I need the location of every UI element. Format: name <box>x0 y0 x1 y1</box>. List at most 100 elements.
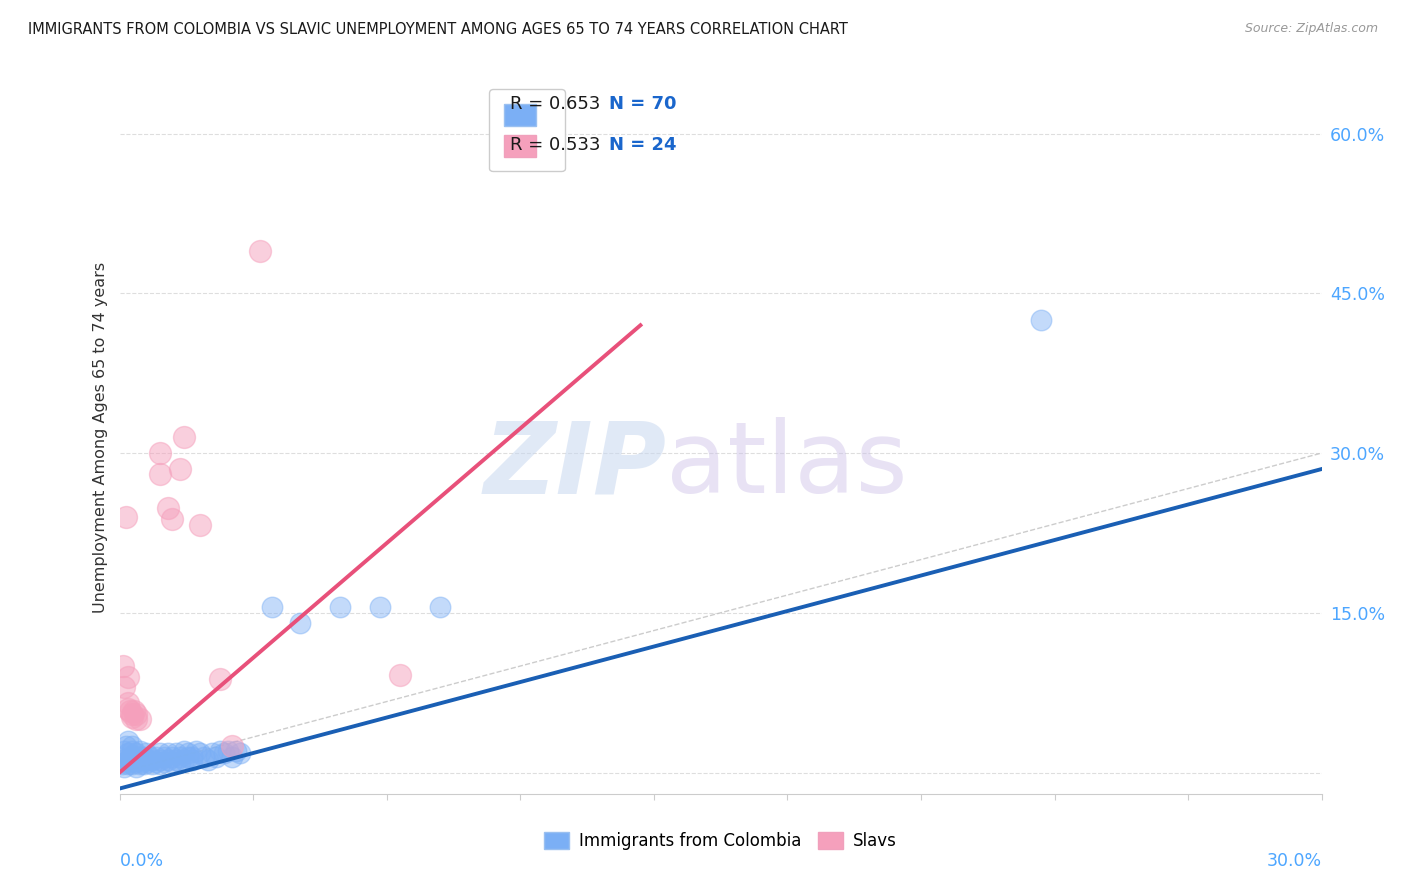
Point <box>188 747 211 761</box>
Point <box>127 753 149 767</box>
Text: Source: ZipAtlas.com: Source: ZipAtlas.com <box>1244 22 1378 36</box>
Point <box>138 749 160 764</box>
Point <box>221 739 243 753</box>
Point <box>131 755 153 769</box>
Point <box>169 755 191 769</box>
Point <box>110 757 132 772</box>
Text: N = 24: N = 24 <box>609 136 676 153</box>
Y-axis label: Unemployment Among Ages 65 to 74 years: Unemployment Among Ages 65 to 74 years <box>93 261 108 613</box>
Point <box>260 600 283 615</box>
Point <box>193 749 215 764</box>
Point <box>128 757 150 772</box>
Point <box>141 757 163 772</box>
Point <box>128 744 150 758</box>
Point <box>221 749 243 764</box>
Point <box>149 446 172 460</box>
Text: 0.0%: 0.0% <box>120 853 163 871</box>
Point <box>149 467 172 482</box>
Point <box>122 753 145 767</box>
Point <box>225 744 247 758</box>
Point <box>122 704 145 718</box>
Point <box>156 501 179 516</box>
Point <box>128 749 150 764</box>
Point <box>149 747 172 761</box>
Point <box>329 600 352 615</box>
Point <box>114 755 136 769</box>
Point <box>132 749 155 764</box>
Point <box>169 462 191 476</box>
Point <box>124 747 146 761</box>
Point <box>208 744 231 758</box>
Point <box>180 749 202 764</box>
Point <box>112 681 135 695</box>
Point <box>188 518 211 533</box>
Text: ZIP: ZIP <box>484 417 666 514</box>
Point <box>368 600 391 615</box>
Point <box>173 744 195 758</box>
Point <box>212 747 235 761</box>
Point <box>118 704 141 718</box>
Legend: Immigrants from Colombia, Slavs: Immigrants from Colombia, Slavs <box>537 825 904 857</box>
Point <box>132 757 155 772</box>
Point <box>114 739 136 753</box>
Text: IMMIGRANTS FROM COLOMBIA VS SLAVIC UNEMPLOYMENT AMONG AGES 65 TO 74 YEARS CORREL: IMMIGRANTS FROM COLOMBIA VS SLAVIC UNEMP… <box>28 22 848 37</box>
Point <box>112 760 135 774</box>
Point <box>128 712 150 726</box>
Point <box>111 753 134 767</box>
Point <box>165 747 187 761</box>
Point <box>117 670 139 684</box>
Point <box>160 512 183 526</box>
Point <box>118 749 141 764</box>
Point <box>112 744 135 758</box>
Point <box>152 749 174 764</box>
Point <box>117 757 139 772</box>
Point <box>160 755 183 769</box>
Point <box>152 755 174 769</box>
Point <box>197 753 219 767</box>
Point <box>117 747 139 761</box>
Point <box>149 753 172 767</box>
Text: atlas: atlas <box>666 417 908 514</box>
Point <box>217 744 239 758</box>
Point <box>429 600 451 615</box>
Point <box>111 659 134 673</box>
Point <box>136 755 159 769</box>
Point <box>173 430 195 444</box>
Point <box>117 701 139 715</box>
Point <box>117 733 139 747</box>
Point <box>141 753 163 767</box>
Point <box>249 244 271 258</box>
Text: N = 70: N = 70 <box>609 95 676 112</box>
Point <box>173 753 195 767</box>
Point <box>121 710 143 724</box>
Point <box>124 706 146 721</box>
Point <box>184 744 207 758</box>
Point <box>208 672 231 686</box>
Point <box>135 747 157 761</box>
Point <box>149 757 172 772</box>
Point <box>169 749 191 764</box>
Point <box>165 753 187 767</box>
Point <box>121 739 143 753</box>
Point <box>124 760 146 774</box>
Point <box>114 510 136 524</box>
Point <box>228 747 252 761</box>
Point <box>176 749 198 764</box>
Point <box>180 753 202 767</box>
Point <box>204 749 226 764</box>
Point <box>121 744 143 758</box>
Point <box>288 616 311 631</box>
Point <box>124 712 146 726</box>
Point <box>124 755 146 769</box>
Point <box>201 747 224 761</box>
Point <box>156 753 179 767</box>
Point <box>117 697 139 711</box>
Text: R = 0.533: R = 0.533 <box>510 136 600 153</box>
Point <box>1029 313 1052 327</box>
Point <box>176 747 198 761</box>
Point <box>388 667 412 681</box>
Point <box>145 749 167 764</box>
Text: 30.0%: 30.0% <box>1267 853 1322 871</box>
Text: R = 0.653: R = 0.653 <box>510 95 600 112</box>
Point <box>136 753 159 767</box>
